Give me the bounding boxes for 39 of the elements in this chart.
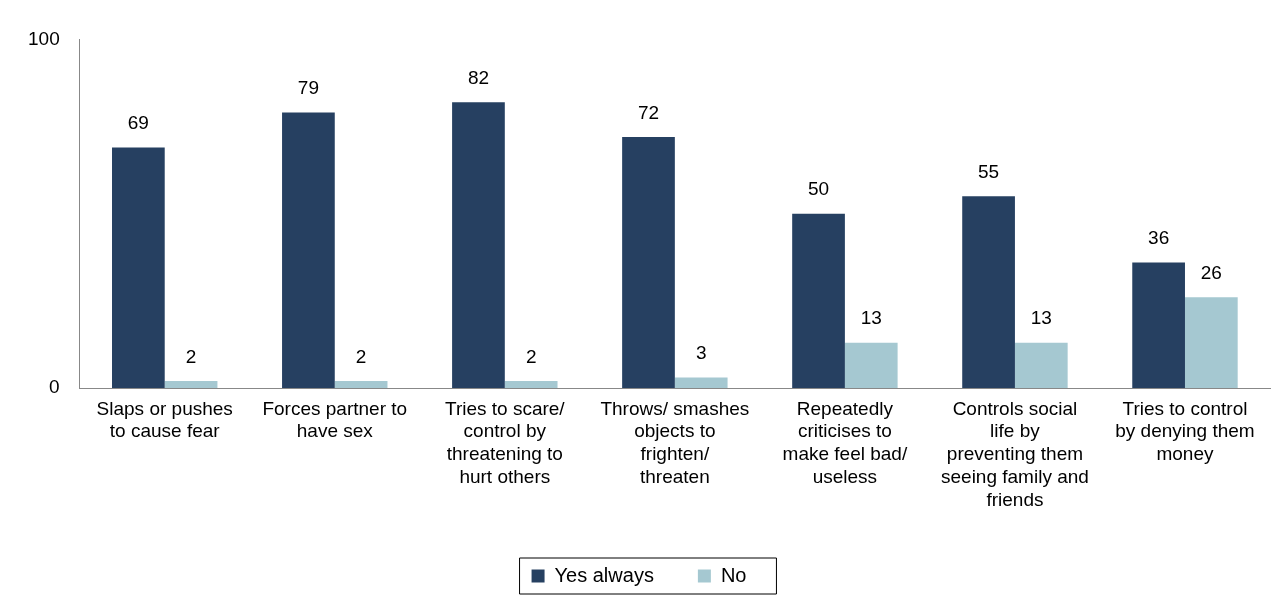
data-label: 2	[525, 345, 537, 367]
data-label: 13	[860, 307, 882, 329]
x-tick-label: Throws/ smashes objects to frighten/ threaten	[600, 397, 750, 488]
bar	[164, 381, 218, 388]
data-label: 2	[185, 345, 197, 367]
data-label: 72	[637, 101, 660, 123]
bar	[282, 112, 335, 388]
y-tick-label: 100	[28, 27, 60, 49]
data-label: 26	[1200, 262, 1222, 284]
x-tick-label: Controls social life by preventing them seeing family and friends	[941, 397, 1089, 510]
data-label: 2	[355, 345, 367, 367]
bar	[622, 137, 675, 388]
bar	[962, 196, 1015, 388]
bar	[504, 381, 558, 388]
bar	[334, 381, 388, 388]
data-label: 82	[467, 66, 490, 88]
x-tick-label: Slaps or pushes to cause fear	[96, 397, 233, 442]
x-tick-label: Forces partner to have sex	[262, 397, 408, 442]
bar	[112, 147, 165, 388]
data-label: 55	[978, 161, 1000, 182]
bar	[792, 213, 845, 388]
bar	[844, 342, 898, 388]
bar	[452, 102, 505, 388]
bar	[1184, 297, 1238, 388]
x-tick-label: Repeatedly criticises to make feel bad/ useless	[782, 397, 908, 488]
bar	[674, 377, 728, 388]
data-label: 69	[127, 112, 149, 134]
data-label: 50	[807, 178, 830, 200]
bar	[1014, 342, 1068, 388]
data-label: 3	[695, 342, 707, 364]
y-tick-label: 0	[49, 376, 60, 398]
data-label: 79	[297, 77, 319, 99]
legend-label: No	[720, 563, 747, 586]
data-label: 13	[1030, 307, 1052, 329]
x-tick-label: Tries to scare/ control by threatening to hurt others	[444, 397, 566, 488]
legend-label: Yes always	[554, 563, 654, 586]
bar	[1132, 262, 1185, 388]
x-tick-label: Tries to control by denying them money	[1115, 397, 1255, 465]
data-label: 36	[1148, 227, 1170, 249]
